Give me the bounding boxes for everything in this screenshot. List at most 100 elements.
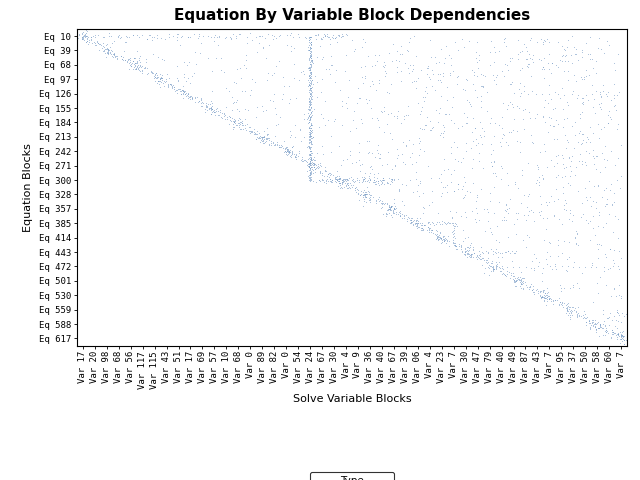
Point (259, 139, 269, 146)
Point (487, 259, 497, 267)
Point (428, 71, 438, 78)
Point (185, 33, 195, 41)
Point (188, 94, 198, 102)
Point (539, 294, 549, 301)
Point (305, 150, 315, 158)
Point (600, 163, 610, 171)
Point (564, 311, 575, 319)
Point (528, 51, 538, 59)
Point (294, 76, 304, 84)
Point (602, 185, 612, 192)
Point (331, 176, 341, 183)
Point (493, 47, 504, 55)
Point (278, 72, 288, 80)
Point (202, 107, 212, 114)
Point (266, 137, 276, 144)
Point (137, 67, 147, 75)
Point (305, 52, 315, 60)
Point (474, 56, 484, 63)
Point (488, 250, 498, 258)
Point (305, 62, 316, 70)
Point (101, 44, 111, 52)
Point (571, 307, 581, 315)
Point (84, 38, 94, 46)
Point (86, 35, 96, 43)
Point (514, 276, 524, 284)
Point (312, 149, 323, 157)
Point (462, 188, 472, 195)
Point (306, 120, 316, 128)
Point (305, 86, 315, 94)
Point (133, 65, 143, 73)
Point (607, 200, 618, 208)
Point (313, 30, 323, 37)
Point (477, 82, 487, 90)
Point (120, 32, 131, 40)
Point (567, 303, 577, 311)
Point (465, 188, 476, 195)
Point (146, 68, 156, 75)
Point (306, 44, 316, 52)
Point (245, 127, 255, 135)
Point (152, 31, 163, 39)
Point (603, 119, 613, 127)
Point (548, 122, 558, 130)
Point (312, 53, 322, 60)
Point (602, 327, 612, 335)
Point (497, 134, 507, 142)
Point (556, 284, 566, 292)
Point (177, 90, 187, 97)
Point (181, 77, 191, 84)
Point (541, 248, 552, 255)
Point (175, 41, 185, 48)
Point (304, 144, 314, 152)
Point (281, 148, 291, 156)
Point (415, 177, 425, 185)
Point (534, 173, 545, 181)
Point (205, 104, 216, 111)
Point (527, 138, 537, 146)
Point (227, 93, 237, 101)
Point (170, 87, 180, 95)
Point (270, 105, 280, 112)
Point (360, 72, 370, 80)
Point (587, 319, 597, 327)
Point (585, 217, 595, 225)
Point (317, 150, 328, 157)
Point (479, 205, 489, 213)
Point (382, 160, 392, 168)
Point (417, 203, 428, 211)
Point (428, 219, 438, 227)
Point (131, 32, 141, 39)
Point (426, 228, 436, 236)
Point (250, 131, 260, 138)
Point (257, 133, 267, 141)
Point (307, 140, 317, 148)
Point (425, 117, 435, 124)
Point (620, 312, 630, 320)
Point (306, 173, 316, 181)
Point (196, 96, 206, 104)
Point (563, 299, 573, 306)
Point (492, 72, 502, 79)
Point (586, 55, 596, 63)
Point (411, 220, 421, 228)
Point (618, 335, 628, 343)
Point (262, 69, 273, 76)
Point (453, 180, 463, 188)
Point (486, 150, 496, 158)
Point (606, 96, 616, 104)
Point (442, 96, 452, 104)
Point (375, 150, 385, 158)
Point (305, 154, 316, 161)
Point (373, 149, 383, 156)
Point (254, 129, 264, 137)
Point (181, 93, 191, 100)
Point (296, 137, 306, 145)
Point (259, 127, 269, 135)
Point (429, 221, 439, 229)
Point (298, 110, 308, 118)
Point (268, 140, 278, 147)
Point (557, 249, 567, 257)
Point (275, 32, 285, 39)
